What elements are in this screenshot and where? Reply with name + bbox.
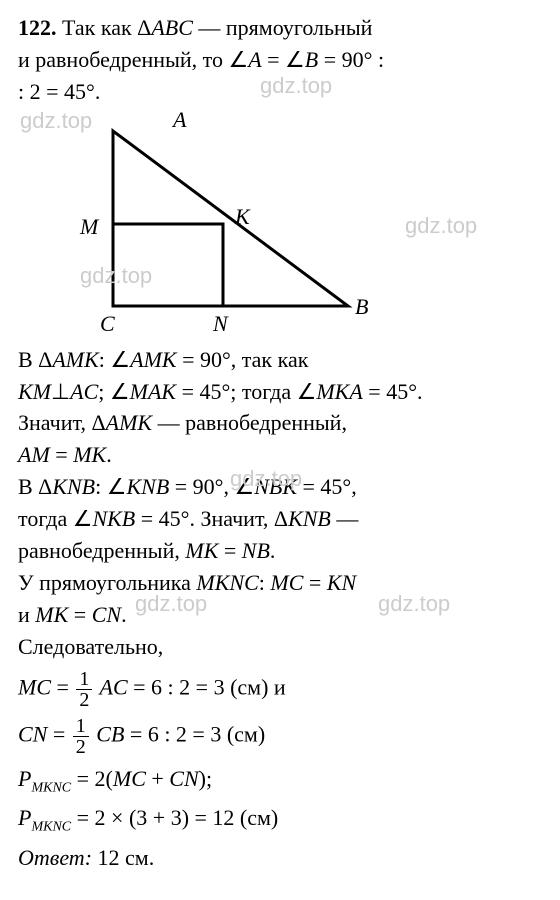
triangle-diagram: A B C M K N [58,116,388,336]
intro-line1: 122. Так как ΔABC — прямоугольный [18,12,542,44]
intro-line3: : 2 = 45°. [18,76,542,108]
consequently: Следовательно, [18,631,542,663]
cn-equation: CN = 12 CB = 6 : 2 = 3 (см) [18,716,542,757]
amk-line1: В ΔAMK: ∠AMK = 90°, так как [18,344,542,376]
label-A: A [173,104,186,136]
intro-line2: и равнобедренный, то ∠A = ∠B = 90° : [18,44,542,76]
amk-line2: KM⊥AC; ∠MAK = 45°; тогда ∠MKA = 45°. [18,376,542,408]
fraction-half: 12 [76,669,92,710]
answer: Ответ: 12 см. [18,842,542,874]
knb-line1: В ΔKNB: ∠KNB = 90°, ∠NBK = 45°, [18,471,542,503]
amk-line3: Значит, ΔAMK — равнобедренный, [18,407,542,439]
label-M: M [80,211,98,243]
perimeter-formula: PMKNC = 2(MC + CN); [18,763,542,799]
rect-line1: У прямоугольника MKNC: MC = KN [18,567,542,599]
fraction-half: 12 [73,716,89,757]
amk-line4: AM = MK. [18,439,542,471]
label-K: K [235,201,250,233]
perimeter-value: PMKNC = 2 × (3 + 3) = 12 (см) [18,802,542,838]
knb-line2: тогда ∠NKB = 45°. Значит, ΔKNB — [18,503,542,535]
rect-line2: и MK = CN. [18,599,542,631]
problem-number: 122. [18,15,57,40]
knb-line3: равнобедренный, MK = NB. [18,535,542,567]
label-C: C [100,308,115,340]
label-N: N [213,308,228,340]
label-B: B [355,291,368,323]
mc-equation: MC = 12 AC = 6 : 2 = 3 (см) и [18,669,542,710]
